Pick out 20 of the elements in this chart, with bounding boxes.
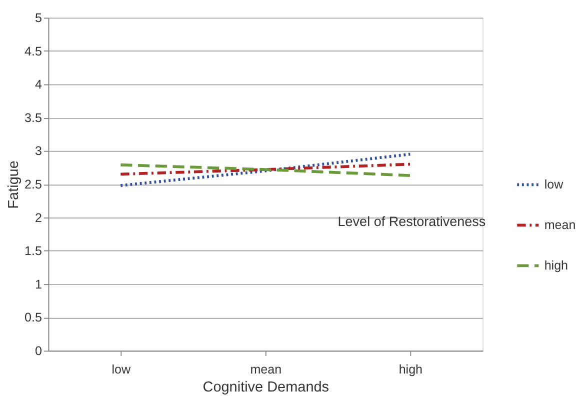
x-tick-label: low — [112, 362, 132, 376]
legend-title: Level of Restorativeness — [338, 214, 486, 230]
x-axis-title: Cognitive Demands — [202, 380, 330, 396]
y-tick-label: 4.5 — [24, 44, 42, 58]
legend-label: mean — [544, 218, 576, 232]
y-tick-label: 0.5 — [24, 310, 42, 325]
y-tick-label: 4 — [35, 78, 42, 92]
x-tick-label: high — [398, 362, 423, 376]
x-tick-label: mean — [250, 362, 282, 376]
y-tick-label: 2.5 — [24, 178, 42, 192]
y-tick-label: 3 — [35, 144, 42, 158]
legend-label: low — [544, 178, 564, 192]
y-tick-label: 1 — [35, 277, 42, 292]
legend-label: high — [544, 258, 568, 273]
y-tick-label: 5 — [35, 11, 42, 26]
y-tick-label: 0 — [35, 344, 42, 358]
y-tick-label: 2 — [35, 210, 42, 225]
y-axis-title: Fatigue — [6, 160, 22, 209]
y-tick-label: 3.5 — [24, 110, 42, 125]
y-tick-label: 1.5 — [24, 244, 42, 258]
